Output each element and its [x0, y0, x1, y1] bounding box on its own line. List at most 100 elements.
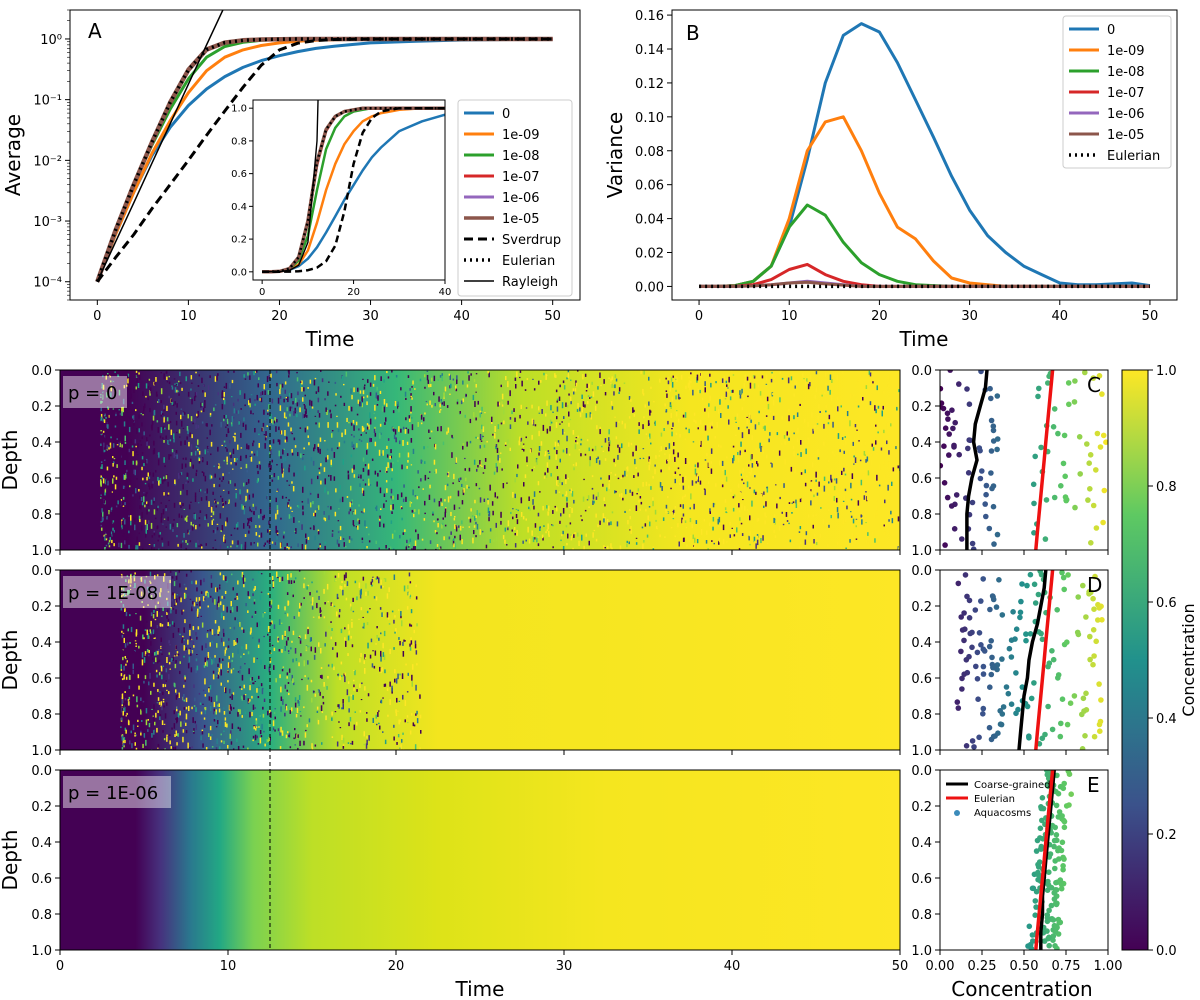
heatmap-speckle: [414, 509, 416, 513]
heatmap-speckle: [590, 396, 593, 399]
heatmap-speckle: [673, 473, 675, 476]
heatmap-speckle: [538, 406, 540, 411]
heatmap-speckle: [366, 739, 368, 746]
heatmap-speckle: [533, 466, 536, 468]
heatmap-speckle: [824, 372, 827, 378]
heatmap-speckle: [168, 691, 170, 695]
heatmap-speckle: [855, 439, 858, 442]
heatmap-speckle: [362, 626, 364, 629]
heatmap-speckle: [297, 747, 299, 750]
heatmap-speckle: [252, 512, 255, 514]
heatmap-speckle: [241, 697, 243, 701]
heatmap-speckle: [557, 485, 559, 487]
heatmap-speckle: [411, 417, 413, 419]
aquacosm-point: [1088, 540, 1094, 546]
heatmap-speckle: [269, 520, 271, 524]
heatmap-speckle: [451, 434, 453, 438]
heatmap-speckle: [771, 463, 773, 468]
heatmap-speckle: [271, 727, 274, 732]
heatmap-speckle: [630, 528, 632, 534]
heatmap-speckle: [125, 659, 127, 662]
heatmap-speckle: [388, 548, 390, 550]
heatmap-speckle: [196, 654, 198, 655]
heatmap-speckle: [895, 390, 897, 395]
heatmap-speckle: [328, 381, 330, 383]
heatmap-speckle: [380, 508, 382, 510]
heatmap-speckle: [204, 516, 206, 520]
heatmap-speckle: [225, 576, 227, 581]
heatmap-speckle: [225, 501, 227, 505]
heatmap-speckle: [242, 575, 245, 581]
heatmap-speckle: [788, 513, 791, 518]
heatmap-speckle: [121, 729, 123, 732]
heatmap-speckle: [192, 422, 194, 425]
heatmap-speckle: [420, 478, 422, 482]
heatmap-speckle: [206, 488, 208, 494]
heatmap-speckle: [208, 733, 210, 737]
heatmap-speckle: [492, 510, 494, 516]
heatmap-speckle: [700, 419, 702, 425]
heatmap-speckle: [496, 466, 498, 473]
heatmap-speckle: [197, 540, 199, 545]
heatmap-speckle: [614, 473, 617, 476]
aquacosm-point: [1103, 439, 1108, 445]
heatmap-speckle: [130, 598, 132, 601]
heatmap-speckle: [121, 634, 124, 638]
heatmap-speckle: [581, 519, 583, 522]
heatmap-speckle: [240, 455, 242, 461]
heatmap-speckle: [163, 738, 166, 741]
heatmap-speckle: [120, 669, 123, 671]
heatmap-speckle: [133, 650, 135, 653]
heatmap-speckle: [236, 593, 238, 599]
heatmap-speckle: [469, 440, 472, 444]
heatmap-speckle: [103, 444, 106, 450]
heatmap-speckle: [892, 467, 895, 472]
heatmap-speckle: [392, 495, 394, 500]
heatmap-speckle: [251, 615, 253, 618]
inset-series-eulerian: [262, 106, 445, 274]
heatmap-speckle: [327, 601, 329, 603]
profile-c-data: [940, 370, 1108, 550]
heatmap-speckle: [154, 605, 157, 609]
series-a-eulerian: [95, 37, 553, 283]
heatmap-speckle: [749, 515, 751, 521]
heatmap-speckle: [285, 640, 288, 646]
heatmap-speckle: [123, 421, 126, 427]
heatmap-speckle: [123, 404, 126, 407]
heatmap-speckle: [611, 383, 613, 388]
heatmap-speckle: [352, 511, 355, 515]
heatmap-speckle: [731, 527, 733, 529]
heatmap-speckle: [138, 634, 140, 637]
heatmap-speckle: [124, 609, 126, 612]
heatmap-speckle: [674, 535, 676, 538]
heatmap-speckle: [805, 448, 807, 455]
b-xtick-label: 10: [781, 309, 798, 324]
heatmap-speckle: [386, 488, 388, 493]
heatmap-speckle: [145, 493, 147, 497]
heatmap-speckle: [272, 581, 275, 588]
heatmap-speckle: [684, 412, 687, 418]
heatmap-speckle: [223, 386, 226, 388]
heatmap-speckle: [241, 627, 243, 630]
heatmap-speckle: [416, 710, 418, 715]
heatmap-speckle: [337, 573, 340, 578]
heatmap-speckle: [256, 370, 258, 373]
heatmap-speckle: [356, 689, 358, 692]
heatmap-speckle: [697, 427, 699, 430]
heatmap-speckle: [233, 458, 236, 462]
heatmap-speckle: [413, 724, 416, 727]
heatmap-speckle: [410, 609, 413, 614]
heatmap-speckle: [170, 399, 173, 403]
heatmap-speckle: [268, 463, 270, 468]
heatmap-speckle: [165, 505, 167, 509]
legend-a-label: 1e-05: [502, 212, 540, 227]
heatmap-speckle: [389, 648, 391, 654]
heatmap-speckle: [210, 506, 213, 513]
heatmap-speckle: [307, 584, 310, 587]
heatmap-speckle: [876, 452, 878, 455]
heatmap-speckle: [475, 436, 477, 439]
heatmap-speckle: [328, 474, 330, 477]
heatmap-speckle: [102, 391, 104, 394]
heatmap-speckle: [708, 461, 710, 468]
b-xtick-label: 0: [695, 309, 703, 324]
